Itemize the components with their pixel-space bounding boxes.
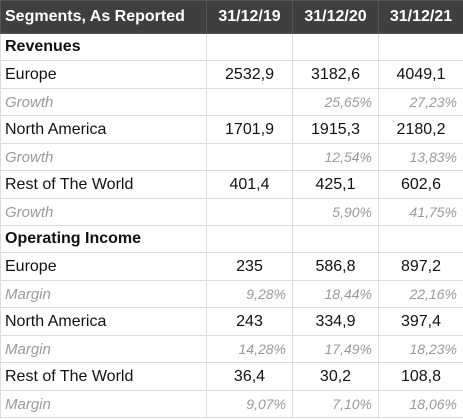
cell-value: 2180,2 bbox=[378, 115, 463, 144]
row-label: Rest of The World bbox=[0, 170, 207, 199]
cell-value: 41,75% bbox=[378, 198, 463, 226]
cell-value: 7,10% bbox=[292, 390, 379, 418]
cell-value: 18,23% bbox=[378, 335, 463, 363]
cell-value: 5,90% bbox=[292, 198, 379, 226]
cell-value: 36,4 bbox=[206, 362, 293, 391]
cell-value: 235 bbox=[206, 252, 293, 281]
table-row: Europe 235 586,8 897,2 bbox=[0, 252, 463, 281]
row-label: Margin bbox=[0, 390, 207, 418]
row-label: Margin bbox=[0, 280, 207, 308]
table-row: Growth 25,65% 27,23% bbox=[0, 88, 463, 116]
cell-value: 22,16% bbox=[378, 280, 463, 308]
row-label: Growth bbox=[0, 88, 207, 116]
cell-value: 401,4 bbox=[206, 170, 293, 199]
table-row: Margin 9,07% 7,10% 18,06% bbox=[0, 390, 463, 418]
table-row: Margin 9,28% 18,44% 22,16% bbox=[0, 280, 463, 308]
cell-value: 397,4 bbox=[378, 307, 463, 336]
cell-value: 1701,9 bbox=[206, 115, 293, 144]
row-label: Europe bbox=[0, 60, 207, 89]
row-label: Revenues bbox=[0, 33, 207, 61]
cell-value: 897,2 bbox=[378, 252, 463, 281]
cell-value: 602,6 bbox=[378, 170, 463, 199]
table-row: Growth 12,54% 13,83% bbox=[0, 143, 463, 171]
cell-value bbox=[206, 33, 293, 61]
cell-value: 30,2 bbox=[292, 362, 379, 391]
table-row: Rest of The World 36,4 30,2 108,8 bbox=[0, 362, 463, 391]
cell-value bbox=[206, 88, 293, 116]
cell-value: 27,23% bbox=[378, 88, 463, 116]
cell-value: 1915,3 bbox=[292, 115, 379, 144]
row-label: Growth bbox=[0, 143, 207, 171]
table-row: Rest of The World 401,4 425,1 602,6 bbox=[0, 170, 463, 199]
table-row: North America 243 334,9 397,4 bbox=[0, 307, 463, 336]
cell-value: 9,07% bbox=[206, 390, 293, 418]
header-row: Segments, As Reported 31/12/19 31/12/20 … bbox=[0, 0, 463, 34]
table-title: Segments, As Reported bbox=[0, 0, 207, 34]
table-row: North America 1701,9 1915,3 2180,2 bbox=[0, 115, 463, 144]
row-label: North America bbox=[0, 115, 207, 144]
table-row: Margin 14,28% 17,49% 18,23% bbox=[0, 335, 463, 363]
table-row: Growth 5,90% 41,75% bbox=[0, 198, 463, 226]
section-row-operating-income: Operating Income bbox=[0, 225, 463, 253]
cell-value bbox=[206, 198, 293, 226]
row-label: Margin bbox=[0, 335, 207, 363]
cell-value bbox=[378, 225, 463, 253]
cell-value: 108,8 bbox=[378, 362, 463, 391]
cell-value: 243 bbox=[206, 307, 293, 336]
cell-value bbox=[292, 33, 379, 61]
cell-value bbox=[378, 33, 463, 61]
cell-value: 425,1 bbox=[292, 170, 379, 199]
cell-value: 18,06% bbox=[378, 390, 463, 418]
cell-value: 3182,6 bbox=[292, 60, 379, 89]
row-label: Europe bbox=[0, 252, 207, 281]
row-label: Rest of The World bbox=[0, 362, 207, 391]
cell-value: 586,8 bbox=[292, 252, 379, 281]
cell-value: 17,49% bbox=[292, 335, 379, 363]
column-header: 31/12/20 bbox=[292, 0, 379, 34]
cell-value: 4049,1 bbox=[378, 60, 463, 89]
cell-value: 2532,9 bbox=[206, 60, 293, 89]
cell-value bbox=[206, 143, 293, 171]
cell-value: 18,44% bbox=[292, 280, 379, 308]
cell-value: 12,54% bbox=[292, 143, 379, 171]
table-row: Europe 2532,9 3182,6 4049,1 bbox=[0, 60, 463, 89]
cell-value bbox=[292, 225, 379, 253]
row-label: North America bbox=[0, 307, 207, 336]
section-row-revenues: Revenues bbox=[0, 33, 463, 61]
cell-value: 13,83% bbox=[378, 143, 463, 171]
row-label: Operating Income bbox=[0, 225, 207, 253]
cell-value: 334,9 bbox=[292, 307, 379, 336]
cell-value: 25,65% bbox=[292, 88, 379, 116]
cell-value bbox=[206, 225, 293, 253]
cell-value: 14,28% bbox=[206, 335, 293, 363]
row-label: Growth bbox=[0, 198, 207, 226]
cell-value: 9,28% bbox=[206, 280, 293, 308]
column-header: 31/12/19 bbox=[206, 0, 293, 34]
column-header: 31/12/21 bbox=[378, 0, 463, 34]
